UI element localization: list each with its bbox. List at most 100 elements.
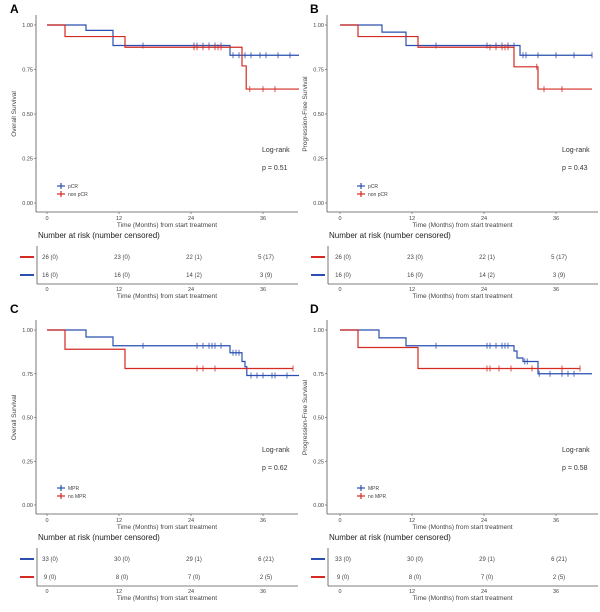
log-rank-title: Log-rank <box>562 447 590 454</box>
x-tick-label: 36 <box>260 216 266 222</box>
risk-x-tick-label: 36 <box>260 589 266 595</box>
x-tick-label: 24 <box>481 518 487 524</box>
risk-table-cell: 29 (1) <box>479 557 495 563</box>
risk-table-cell: 29 (1) <box>186 557 202 563</box>
x-tick-label: 0 <box>338 216 341 222</box>
log-rank-title: Log-rank <box>562 147 590 154</box>
panel-a: A 0.00 0.25 0.50 0.75 1.00 0 12 24 36 Time (Months… <box>10 2 299 300</box>
x-tick-label: 12 <box>116 518 122 524</box>
risk-table-cell: 23 (0) <box>407 255 423 261</box>
risk-table-cell: 2 (5) <box>553 575 565 581</box>
risk-table-cell: 33 (0) <box>42 557 58 563</box>
risk-x-tick-label: 36 <box>260 287 266 293</box>
y-tick-label: 1.00 <box>313 328 324 334</box>
risk-x-tick-label: 12 <box>409 589 415 595</box>
risk-x-axis-label: Time (Months) from start treatment <box>412 595 512 602</box>
risk-table-cell: 7 (0) <box>481 575 493 581</box>
panel-d: D 0.00 0.25 0.50 0.75 1.00 0 12 24 36 Time (Months… <box>302 302 598 602</box>
x-tick-label: 12 <box>409 216 415 222</box>
x-axis-label: Time (Months) from start treatment <box>117 222 217 229</box>
risk-x-tick-label: 36 <box>553 287 559 293</box>
risk-x-tick-label: 12 <box>116 287 122 293</box>
x-tick-label: 0 <box>45 518 48 524</box>
panel-label: B <box>310 2 319 16</box>
x-tick-label: 24 <box>188 518 194 524</box>
risk-table-cell: 22 (1) <box>479 255 495 261</box>
survival-curve-non-pcr <box>47 24 299 90</box>
y-tick-label: 0.50 <box>313 416 324 422</box>
risk-table-cell: 6 (21) <box>258 557 274 563</box>
risk-table-cell: 16 (0) <box>407 273 423 279</box>
y-tick-label: 0.00 <box>313 503 324 509</box>
y-tick-label: 0.25 <box>313 157 324 163</box>
risk-table-title: Number at risk (number censored) <box>329 533 451 542</box>
panel-c: C 0.00 0.25 0.50 0.75 1.00 0 12 24 36 Time (Months… <box>10 302 299 602</box>
legend-label: pCR <box>68 184 78 190</box>
panel-label: C <box>10 302 19 316</box>
panel-b: B 0.00 0.25 0.50 0.75 1.00 0 12 24 36 Time (Months… <box>302 2 598 300</box>
y-tick-label: 0.75 <box>22 372 33 378</box>
risk-x-tick-label: 0 <box>338 589 341 595</box>
y-axis-label: Progression-Free Survival <box>302 76 309 152</box>
y-axis-label: Overall Survival <box>11 91 18 137</box>
risk-x-tick-label: 0 <box>45 287 48 293</box>
risk-table-cell: 16 (0) <box>335 273 351 279</box>
risk-table-cell: 9 (0) <box>44 575 56 581</box>
risk-x-tick-label: 12 <box>116 589 122 595</box>
risk-table-cell: 23 (0) <box>114 255 130 261</box>
risk-x-tick-label: 24 <box>188 287 194 293</box>
y-tick-label: 0.75 <box>313 372 324 378</box>
risk-table-cell: 3 (9) <box>260 273 272 279</box>
y-tick-label: 0.00 <box>313 201 324 207</box>
log-rank-title: Log-rank <box>262 147 290 154</box>
risk-table-cell: 6 (21) <box>551 557 567 563</box>
legend-label: MPR <box>68 486 80 492</box>
legend-label: pCR <box>368 184 378 190</box>
y-tick-label: 0.75 <box>22 68 33 74</box>
y-tick-label: 0.00 <box>22 201 33 207</box>
risk-x-tick-label: 24 <box>188 589 194 595</box>
risk-table-cell: 26 (0) <box>335 255 351 261</box>
risk-table-cell: 5 (17) <box>258 255 274 261</box>
risk-table-cell: 30 (0) <box>407 557 423 563</box>
y-axis-label: Progression-Free Survival <box>302 379 309 455</box>
risk-table-cell: 7 (0) <box>188 575 200 581</box>
y-tick-label: 1.00 <box>22 328 33 334</box>
legend-label: no MPR <box>368 494 386 500</box>
risk-table-title: Number at risk (number censored) <box>38 231 160 240</box>
x-axis-label: Time (Months) from start treatment <box>412 524 512 531</box>
x-tick-label: 24 <box>481 216 487 222</box>
risk-table-cell: 14 (2) <box>479 273 495 279</box>
x-tick-label: 24 <box>188 216 194 222</box>
log-rank-p-value: p = 0.43 <box>562 165 588 172</box>
risk-x-axis-label: Time (Months) from start treatment <box>117 595 217 602</box>
legend-label: non pCR <box>368 192 388 198</box>
x-tick-label: 36 <box>260 518 266 524</box>
risk-table-cell: 2 (5) <box>260 575 272 581</box>
survival-curve-mpr <box>340 329 592 375</box>
log-rank-p-value: p = 0.58 <box>562 465 588 472</box>
risk-x-tick-label: 24 <box>481 287 487 293</box>
risk-x-tick-label: 24 <box>481 589 487 595</box>
risk-table-cell: 30 (0) <box>114 557 130 563</box>
y-tick-label: 0.25 <box>22 459 33 465</box>
panel-label: D <box>310 302 319 316</box>
risk-x-tick-label: 36 <box>553 589 559 595</box>
y-tick-label: 0.75 <box>313 68 324 74</box>
risk-x-axis-label: Time (Months) from start treatment <box>117 293 217 300</box>
risk-table-cell: 16 (0) <box>114 273 130 279</box>
y-tick-label: 0.50 <box>313 112 324 118</box>
risk-x-axis-label: Time (Months) from start treatment <box>412 293 512 300</box>
legend-label: non pCR <box>68 192 88 198</box>
survival-curve-no-mpr <box>47 329 293 370</box>
risk-x-tick-label: 0 <box>45 589 48 595</box>
survival-curve-no-mpr <box>340 329 580 370</box>
risk-x-tick-label: 0 <box>338 287 341 293</box>
x-tick-label: 0 <box>45 216 48 222</box>
survival-curve-pcr <box>47 24 299 56</box>
y-tick-label: 1.00 <box>22 23 33 29</box>
y-axis-label: Overall Survival <box>11 394 18 440</box>
y-tick-label: 0.25 <box>313 459 324 465</box>
y-tick-label: 0.50 <box>22 112 33 118</box>
